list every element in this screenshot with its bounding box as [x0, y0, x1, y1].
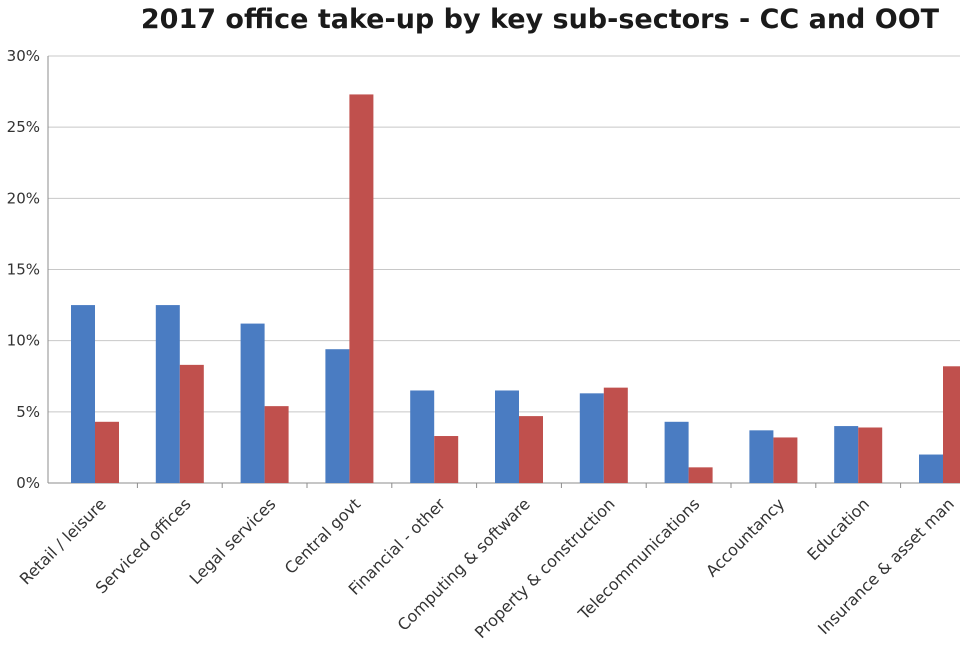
bar-series-1 [325, 349, 350, 483]
bar-series-2 [858, 427, 883, 483]
category-label: Accountancy [702, 494, 788, 580]
bar-series-1 [749, 430, 774, 483]
y-tick-label: 15% [7, 261, 40, 279]
bar-series-1 [664, 421, 689, 483]
bar-series-2 [95, 421, 119, 483]
bar-series-1 [919, 454, 943, 483]
bar-series-2 [603, 387, 628, 483]
bar-series-2 [179, 364, 204, 483]
chart-title: 2017 office take-up by key sub-sectors -… [140, 4, 940, 35]
y-tick-label: 20% [7, 189, 40, 207]
bar-series-1 [155, 305, 180, 483]
y-tick-label: 5% [16, 403, 40, 421]
bar-series-2 [519, 416, 543, 483]
category-label: Legal services [186, 494, 280, 588]
category-label: Property & construction [471, 494, 619, 642]
y-tick-label: 10% [7, 332, 40, 350]
bar-series-2 [434, 436, 459, 483]
bar-series-1 [495, 390, 519, 483]
bar-series-1 [71, 305, 95, 483]
bar-series-1 [579, 393, 604, 483]
bar-series-1 [240, 323, 265, 483]
category-label: Retail / leisure [16, 494, 110, 588]
bar-series-2 [349, 94, 374, 484]
y-tick-label: 30% [7, 47, 40, 65]
category-label: Insurance & asset man [814, 494, 958, 638]
bar-series-2 [773, 437, 798, 483]
bar-series-1 [410, 390, 435, 483]
category-label: Education [803, 494, 873, 564]
bar-series-1 [834, 426, 859, 483]
y-tick-label: 0% [16, 474, 40, 492]
bar-series-2 [943, 366, 960, 483]
category-label: Central govt [281, 494, 364, 577]
bar-series-2 [264, 406, 289, 483]
y-tick-label: 25% [7, 118, 40, 136]
bar-series-2 [688, 467, 713, 483]
